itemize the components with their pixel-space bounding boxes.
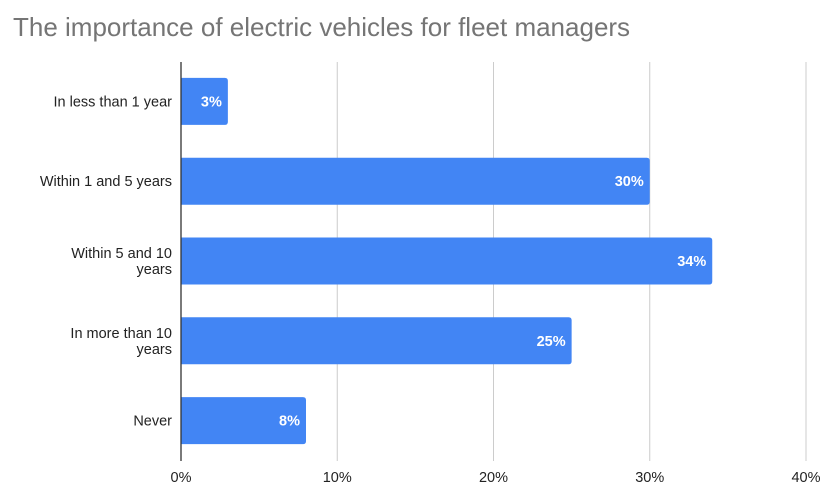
- category-label: years: [137, 262, 172, 278]
- data-label: 30%: [615, 174, 644, 190]
- category-label: Within 5 and 10: [71, 246, 172, 262]
- data-label: 8%: [279, 414, 300, 430]
- data-label: 3%: [201, 94, 222, 110]
- category-label: Within 1 and 5 years: [40, 174, 172, 190]
- bar: [181, 237, 713, 285]
- x-tick-label: 40%: [791, 470, 820, 486]
- bar: [181, 397, 306, 445]
- data-label: 34%: [677, 254, 706, 270]
- category-label: years: [137, 342, 172, 358]
- chart-title: The importance of electric vehicles for …: [13, 12, 631, 42]
- x-tick-label: 0%: [171, 470, 192, 486]
- x-tick-label: 10%: [323, 470, 352, 486]
- x-tick-label: 30%: [635, 470, 664, 486]
- bar: [181, 317, 572, 365]
- category-label: In more than 10: [70, 326, 172, 342]
- category-label: In less than 1 year: [54, 94, 173, 110]
- x-tick-label: 20%: [479, 470, 508, 486]
- bar: [181, 157, 650, 205]
- data-label: 25%: [537, 334, 566, 350]
- category-label: Never: [133, 414, 172, 430]
- bar: [181, 77, 228, 125]
